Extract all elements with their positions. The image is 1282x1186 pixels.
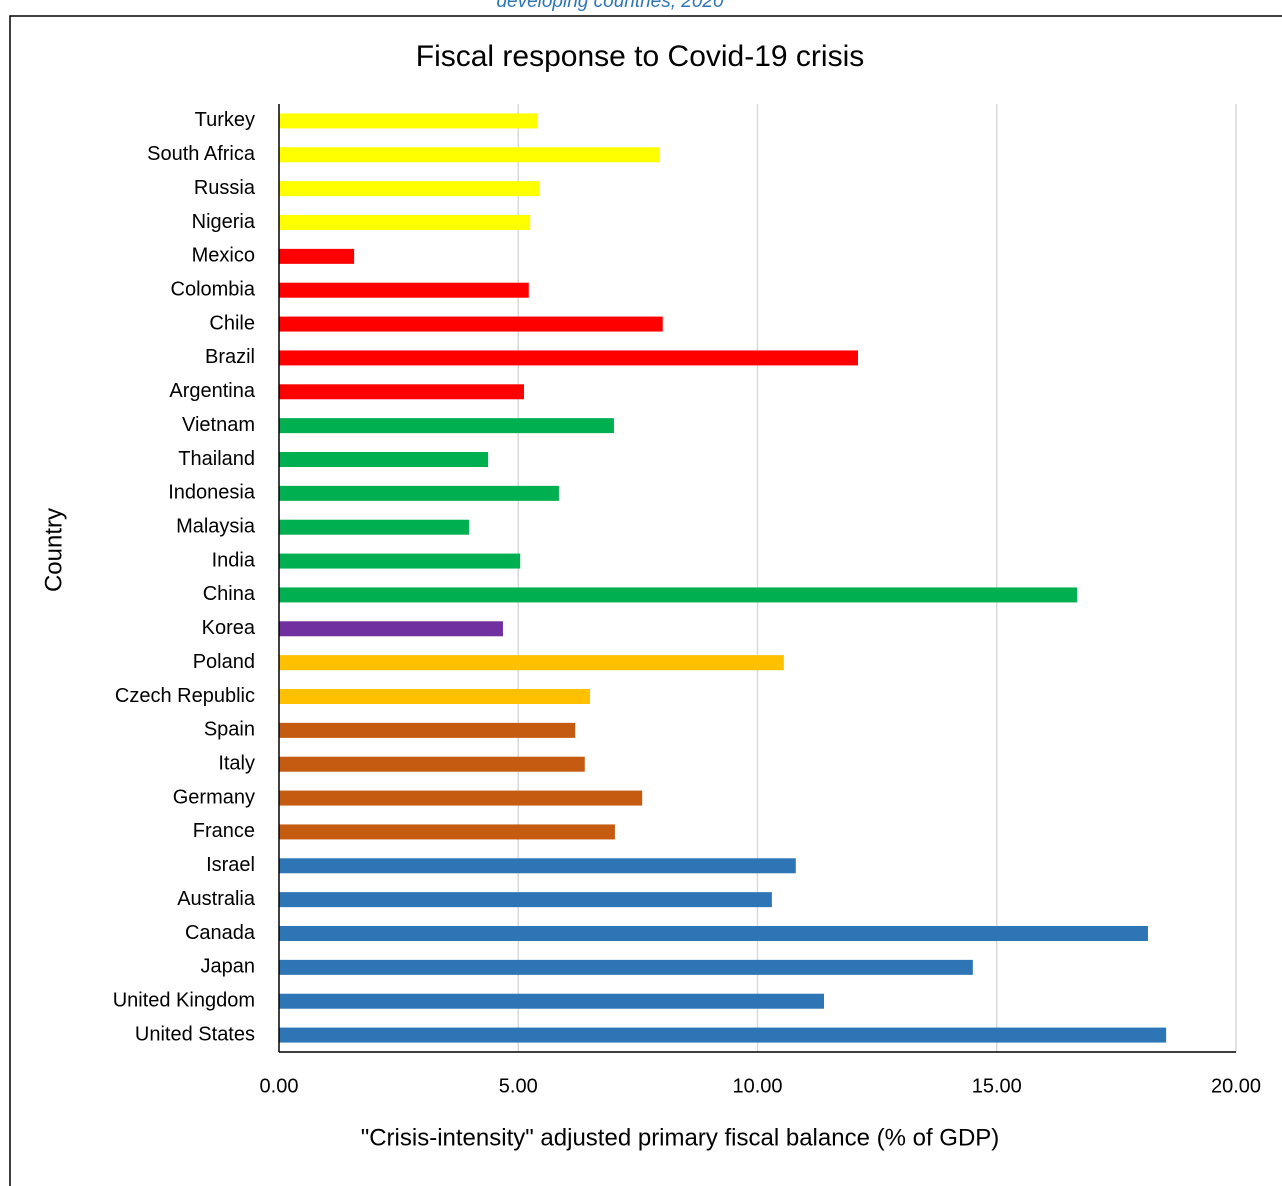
chart-border — [9, 15, 1282, 1186]
y-tick-label: Italy — [218, 752, 255, 774]
bar — [279, 181, 540, 197]
y-tick-label: Chile — [209, 312, 255, 334]
y-tick-label: Argentina — [169, 380, 255, 402]
header-note: developing countries, 2020 — [496, 0, 724, 12]
y-tick-label: Nigeria — [192, 211, 256, 233]
y-tick-label: Vietnam — [182, 414, 255, 436]
bar — [279, 858, 796, 874]
y-tick-label: South Africa — [147, 143, 256, 165]
y-tick-label: Brazil — [205, 346, 255, 368]
bar — [279, 519, 469, 535]
bar — [279, 452, 489, 467]
x-tick-label: 15.00 — [972, 1075, 1022, 1097]
bar — [279, 282, 529, 298]
bar — [279, 384, 524, 400]
x-tick-label: 0.00 — [260, 1075, 299, 1097]
bar — [279, 621, 503, 637]
bar — [279, 824, 615, 840]
x-tick-label: 20.00 — [1211, 1075, 1261, 1097]
bar — [279, 113, 538, 129]
y-tick-label: Germany — [173, 786, 255, 808]
y-tick-label: Colombia — [171, 278, 256, 300]
y-tick-label: France — [193, 820, 255, 842]
bar — [279, 993, 825, 1009]
bar — [279, 756, 585, 772]
bar — [279, 248, 355, 264]
bar — [279, 418, 614, 434]
bar — [279, 655, 784, 671]
y-tick-label: Turkey — [195, 109, 255, 131]
bar — [279, 1027, 1167, 1043]
bar — [279, 553, 521, 569]
bar — [279, 722, 576, 738]
bar — [279, 926, 1148, 941]
y-tick-label: United Kingdom — [113, 989, 255, 1011]
y-tick-label: Thailand — [178, 448, 255, 470]
bar — [279, 316, 663, 332]
chart-title: Fiscal response to Covid-19 crisis — [416, 40, 865, 73]
bar — [279, 350, 858, 366]
x-tick-label: 5.00 — [499, 1075, 538, 1097]
y-tick-label: Korea — [202, 617, 256, 639]
y-tick-label: Poland — [193, 651, 255, 673]
bar — [279, 485, 559, 501]
y-tick-label: Spain — [204, 719, 255, 741]
y-tick-label: Mexico — [192, 245, 255, 267]
y-tick-label: Czech Republic — [115, 685, 255, 707]
y-tick-label: Malaysia — [176, 515, 256, 537]
bar — [279, 587, 1078, 603]
x-axis-title: "Crisis-intensity" adjusted primary fisc… — [361, 1124, 1000, 1151]
bar — [279, 790, 643, 806]
y-tick-label: Russia — [194, 177, 256, 199]
y-tick-label: Canada — [185, 922, 256, 944]
y-axis-title: Country — [40, 508, 67, 592]
bar — [279, 892, 772, 908]
y-tick-label: Israel — [206, 854, 255, 876]
bar — [279, 147, 660, 163]
y-tick-label: China — [203, 583, 256, 605]
bar — [279, 215, 531, 230]
bar — [279, 689, 591, 704]
bar — [279, 959, 973, 975]
y-tick-label: Indonesia — [168, 482, 256, 504]
y-tick-label: Japan — [201, 956, 256, 978]
y-tick-label: India — [212, 549, 256, 571]
y-tick-label: Australia — [177, 888, 256, 910]
y-tick-label: United States — [135, 1023, 255, 1045]
x-tick-label: 10.00 — [732, 1075, 782, 1097]
